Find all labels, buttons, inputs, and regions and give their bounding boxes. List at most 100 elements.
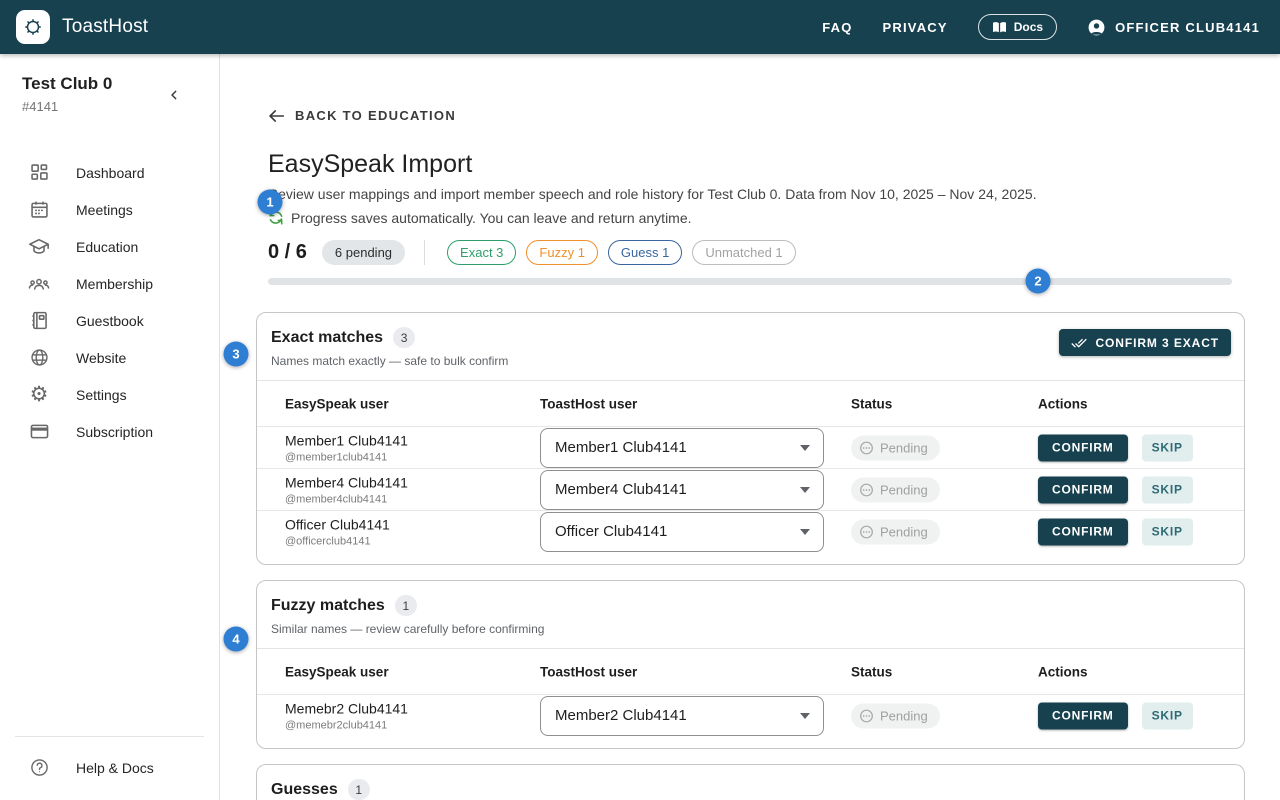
autosave-note: Progress saves automatically. You can le… [268, 210, 1232, 226]
pending-icon [859, 482, 874, 497]
graduation-cap-icon [27, 235, 51, 259]
sidebar-collapse-button[interactable] [161, 82, 187, 108]
section-count-badge: 3 [393, 327, 415, 348]
confirm-button[interactable]: CONFIRM [1038, 702, 1128, 729]
table-row: Officer Club4141 @officerclub4141 Office… [257, 510, 1244, 552]
chevron-left-icon [166, 87, 182, 103]
vertical-divider [424, 240, 425, 265]
exact-chip[interactable]: Exact 3 [447, 240, 516, 265]
page-description: Review user mappings and import member s… [268, 186, 1232, 202]
sidebar-item-help-docs[interactable]: Help & Docs [0, 749, 219, 786]
confirm-all-label: CONFIRM 3 EXACT [1095, 336, 1219, 350]
confirm-button[interactable]: CONFIRM [1038, 518, 1128, 545]
section-count-badge: 1 [395, 595, 417, 616]
sidebar-item-dashboard[interactable]: Dashboard [0, 154, 219, 191]
selected-user: Member2 Club4141 [555, 707, 687, 724]
skip-button[interactable]: SKIP [1142, 518, 1193, 545]
account-label: OFFICER CLUB4141 [1115, 20, 1260, 35]
toasthost-user-select[interactable]: Officer Club4141 [540, 512, 824, 552]
exact-matches-card: Exact matches 3 Names match exactly — sa… [256, 312, 1245, 565]
dashboard-icon [27, 161, 51, 185]
sidebar-item-label: Guestbook [76, 313, 144, 329]
sidebar-item-subscription[interactable]: Subscription [0, 413, 219, 450]
status-label: Pending [880, 440, 928, 455]
faq-link[interactable]: FAQ [822, 20, 852, 35]
sidebar-item-education[interactable]: Education [0, 228, 219, 265]
confirm-all-exact-button[interactable]: CONFIRM 3 EXACT [1059, 329, 1231, 356]
confirm-button[interactable]: CONFIRM [1038, 434, 1128, 461]
skip-button[interactable]: SKIP [1142, 434, 1193, 461]
section-title: Guesses [271, 781, 338, 799]
club-block: Test Club 0 #4141 [0, 54, 219, 120]
fuzzy-chip[interactable]: Fuzzy 1 [526, 240, 598, 265]
table-row: Member1 Club4141 @member1club4141 Member… [257, 426, 1244, 468]
status-label: Pending [880, 524, 928, 539]
guestbook-icon [27, 309, 51, 333]
easyspeak-user-name: Member1 Club4141 [285, 432, 408, 448]
column-header: Status [851, 396, 892, 411]
selected-user: Officer Club4141 [555, 523, 667, 540]
table-row: Member4 Club4141 @member4club4141 Member… [257, 468, 1244, 510]
brand[interactable]: ToastHost [16, 10, 148, 44]
chevron-down-icon [800, 487, 810, 493]
selected-user: Member1 Club4141 [555, 439, 687, 456]
annotation-badge-3: 3 [224, 342, 249, 367]
column-header: EasySpeak user [285, 664, 389, 679]
fuzzy-matches-card: Fuzzy matches 1 Similar names — review c… [256, 580, 1245, 749]
progress-bar [268, 278, 1232, 285]
chevron-down-icon [800, 713, 810, 719]
chevron-down-icon [800, 529, 810, 535]
easyspeak-user-handle: @member1club4141 [285, 451, 408, 463]
sidebar-item-membership[interactable]: Membership [0, 265, 219, 302]
annotation-badge-4: 4 [224, 627, 249, 652]
section-subtitle: Names match exactly — safe to bulk confi… [271, 354, 1228, 368]
status-badge: Pending [851, 477, 940, 502]
skip-button[interactable]: SKIP [1142, 476, 1193, 503]
section-title: Fuzzy matches [271, 597, 385, 615]
table-header-row: EasySpeak user ToastHost user Status Act… [257, 649, 1244, 694]
sidebar-item-website[interactable]: Website [0, 339, 219, 376]
sidebar-nav: Dashboard Meetings Educa [0, 154, 219, 450]
back-link-label: BACK TO EDUCATION [295, 108, 456, 123]
toasthost-logo-icon [16, 10, 50, 44]
pending-icon [859, 524, 874, 539]
column-header: Actions [1038, 664, 1088, 679]
match-type-chips: Exact 3 Fuzzy 1 Guess 1 Unmatched 1 [447, 240, 796, 265]
guesses-card: Guesses 1 Low confidence — verify these … [256, 764, 1245, 800]
book-icon [992, 21, 1007, 34]
account-menu[interactable]: OFFICER CLUB4141 [1087, 18, 1260, 37]
table-header-row: EasySpeak user ToastHost user Status Act… [257, 381, 1244, 426]
column-header: Actions [1038, 396, 1088, 411]
column-header: EasySpeak user [285, 396, 389, 411]
autosave-text: Progress saves automatically. You can le… [291, 210, 692, 226]
progress-summary: 0 / 6 6 pending Exact 3 Fuzzy 1 Guess 1 … [268, 239, 1232, 265]
section-title: Exact matches [271, 329, 383, 347]
confirm-button[interactable]: CONFIRM [1038, 476, 1128, 503]
docs-button-label: Docs [1014, 20, 1043, 34]
sidebar-item-label: Settings [76, 387, 127, 403]
docs-button[interactable]: Docs [978, 14, 1057, 40]
toasthost-user-select[interactable]: Member1 Club4141 [540, 428, 824, 468]
status-badge: Pending [851, 435, 940, 460]
sidebar-item-guestbook[interactable]: Guestbook [0, 302, 219, 339]
sidebar-item-label: Dashboard [76, 165, 145, 181]
arrow-left-icon [268, 109, 285, 123]
sidebar-item-label: Meetings [76, 202, 133, 218]
unmatched-chip[interactable]: Unmatched 1 [692, 240, 795, 265]
status-label: Pending [880, 708, 928, 723]
toasthost-user-select[interactable]: Member4 Club4141 [540, 470, 824, 510]
section-subtitle: Similar names — review carefully before … [271, 622, 1228, 636]
credit-card-icon [27, 420, 51, 444]
toasthost-user-select[interactable]: Member2 Club4141 [540, 696, 824, 736]
sidebar-item-meetings[interactable]: Meetings [0, 191, 219, 228]
globe-icon [27, 346, 51, 370]
sidebar-item-settings[interactable]: ⚙ Settings [0, 376, 219, 413]
back-to-education-link[interactable]: BACK TO EDUCATION [268, 108, 456, 123]
sidebar-item-label: Help & Docs [76, 760, 154, 776]
privacy-link[interactable]: PRIVACY [883, 20, 948, 35]
easyspeak-user-handle: @memebr2club4141 [285, 719, 408, 731]
guess-chip[interactable]: Guess 1 [608, 240, 682, 265]
skip-button[interactable]: SKIP [1142, 702, 1193, 729]
table-row: Memebr2 Club4141 @memebr2club4141 Member… [257, 694, 1244, 736]
sidebar-item-label: Subscription [76, 424, 153, 440]
